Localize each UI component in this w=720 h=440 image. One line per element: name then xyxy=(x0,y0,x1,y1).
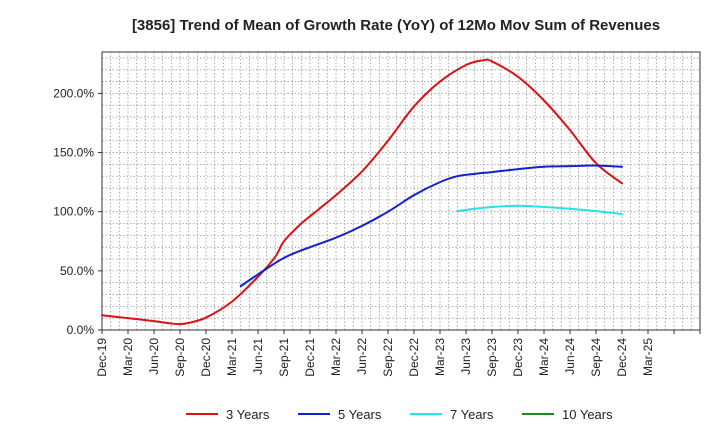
x-tick-label: Jun-24 xyxy=(563,338,577,375)
x-tick-label: Dec-20 xyxy=(199,338,213,377)
plot-frame xyxy=(101,51,701,331)
grid xyxy=(101,52,701,330)
x-tick-label: Dec-22 xyxy=(407,338,421,377)
series-lines xyxy=(101,58,623,326)
x-tick-label: Mar-23 xyxy=(433,338,447,376)
x-tick-label: Jun-22 xyxy=(355,338,369,375)
legend: 3 Years 5 Years 7 Years 10 Years xyxy=(186,407,613,422)
y-tick-label: 150.0% xyxy=(53,146,94,160)
x-tick-label: Jun-23 xyxy=(459,338,473,375)
x-tick-label: Dec-19 xyxy=(95,338,109,377)
x-tick-label: Jun-21 xyxy=(251,338,265,375)
x-tick-label: Mar-22 xyxy=(329,338,343,376)
series-line-5-years xyxy=(239,164,623,288)
legend-label-10-years: 10 Years xyxy=(562,407,613,422)
x-tick-label: Sep-24 xyxy=(589,338,603,377)
chart-title: [3856] Trend of Mean of Growth Rate (YoY… xyxy=(132,17,660,34)
legend-label-3-years: 3 Years xyxy=(226,407,270,422)
axes: 0.0% 50.0% 100.0% 150.0% 200.0% Dec-19 Mar-20 J… xyxy=(53,51,701,377)
x-tick-label: Sep-22 xyxy=(381,338,395,377)
y-tick-label: 50.0% xyxy=(60,264,94,278)
x-tick-label: Mar-25 xyxy=(641,338,655,376)
legend-label-5-years: 5 Years xyxy=(338,407,382,422)
x-tick-label: Sep-21 xyxy=(277,338,291,377)
y-tick-label: 200.0% xyxy=(53,86,94,100)
x-tick-label: Sep-20 xyxy=(173,338,187,377)
x-tick-label: Jun-20 xyxy=(147,338,161,375)
series-line-7-years xyxy=(456,204,623,216)
x-tick-label: Sep-23 xyxy=(485,338,499,377)
y-tick-label: 100.0% xyxy=(53,205,94,219)
x-tick-label: Dec-23 xyxy=(511,338,525,377)
x-tick-label: Mar-20 xyxy=(121,338,135,376)
x-tick-label: Dec-24 xyxy=(615,338,629,377)
series-line-3-years xyxy=(101,58,623,326)
y-tick-label: 0.0% xyxy=(67,323,95,337)
x-tick-label: Mar-21 xyxy=(225,338,239,376)
legend-label-7-years: 7 Years xyxy=(450,407,494,422)
x-tick-label: Dec-21 xyxy=(303,338,317,377)
x-tick-label: Mar-24 xyxy=(537,338,551,376)
